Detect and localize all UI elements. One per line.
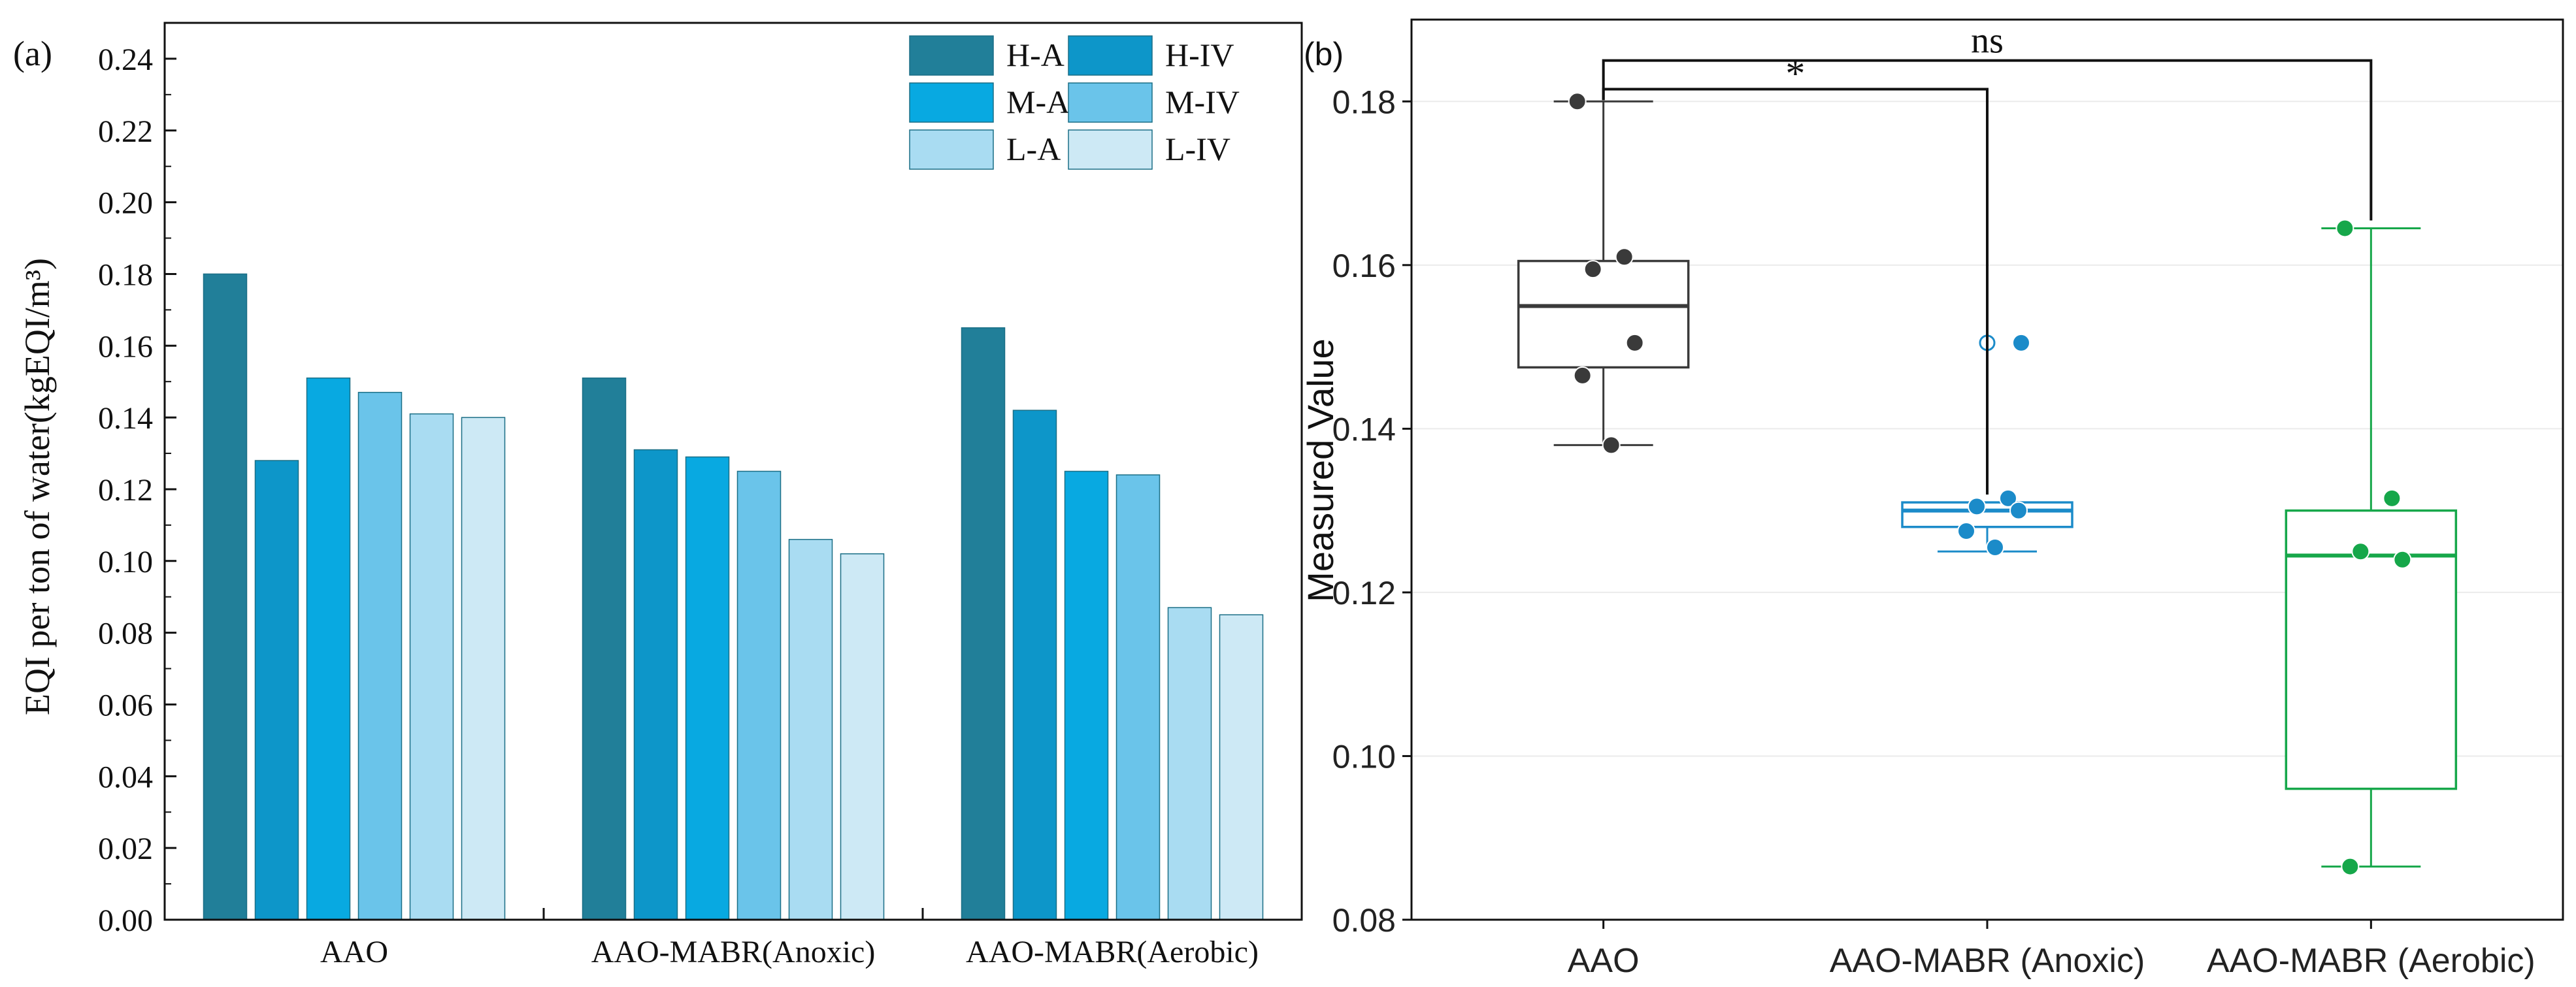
panel-a-y-tick-label: 0.06 — [98, 688, 153, 722]
panel-a-y-tick-label: 0.02 — [98, 832, 153, 866]
panel-a-y-tick-label: 0.00 — [98, 903, 153, 938]
panel-a-x-tick-label: AAO-MABR(Aerobic) — [966, 935, 1259, 969]
panel-b-y-tick-label: 0.18 — [1332, 84, 1396, 120]
panel-a-legend-swatch — [909, 82, 994, 123]
panel-b-data-point — [1625, 333, 1644, 352]
panel-a-legend-label: H-A — [1006, 37, 1065, 73]
panel-a-y-tick-label: 0.24 — [98, 42, 153, 77]
panel-b-box — [2285, 509, 2458, 790]
panel-a-bar-h-iv — [633, 449, 678, 920]
panel-b-y-tick-label: 0.10 — [1332, 738, 1396, 775]
panel-b-x-tick-label: AAO — [1568, 942, 1640, 980]
panel-a-legend-label: L-A — [1006, 131, 1061, 167]
panel-b-data-point — [2009, 501, 2028, 520]
panel-a-y-tick-label: 0.16 — [98, 329, 153, 364]
panel-b-data-point — [1583, 260, 1602, 279]
panel-a-legend-label: M-IV — [1165, 84, 1240, 120]
panel-a-y-tick-label: 0.14 — [98, 401, 153, 436]
panel-b-data-point — [1968, 497, 1986, 516]
panel-a-bar-m-a — [1064, 470, 1109, 920]
panel-a-bar-l-iv — [461, 417, 506, 920]
panel-a-legend-label: M-A — [1006, 84, 1070, 120]
panel-a-bar-l-a — [1167, 607, 1212, 920]
panel-a-bar-h-iv — [254, 460, 299, 920]
panel-a-y-tick-label: 0.08 — [98, 617, 153, 651]
panel-b-data-point — [1602, 436, 1621, 455]
panel-b-y-tick-label: 0.16 — [1332, 248, 1396, 284]
panel-a-x-tick-label: AAO-MABR(Anoxic) — [591, 935, 876, 969]
panel-b-data-point — [1615, 248, 1634, 267]
panel-a-bar-l-iv — [840, 553, 885, 920]
panel-b-significance-label: * — [1785, 52, 1805, 95]
panel-b-data-point — [1573, 366, 1592, 385]
panel-a-legend-swatch — [909, 35, 994, 76]
panel-a-y-tick-label: 0.12 — [98, 473, 153, 508]
panel-b-data-point — [2341, 857, 2360, 876]
panel-b-box — [1901, 501, 2073, 528]
panel-a-bar-h-iv — [1012, 410, 1057, 920]
panel-a-x-tick-label: AAO — [320, 935, 388, 969]
panel-a-bar-m-iv — [1115, 474, 1161, 920]
panel-b-data-point — [1999, 489, 2017, 508]
panel-a-legend-label: L-IV — [1165, 131, 1230, 167]
panel-a-y-tick-label: 0.10 — [98, 545, 153, 579]
panel-b-significance-label: ns — [1971, 21, 2004, 61]
panel-b-data-point — [2351, 542, 2370, 561]
panel-a-legend-label: H-IV — [1165, 37, 1234, 73]
panel-a-y-tick-label: 0.04 — [98, 760, 153, 794]
panel-a-label: (a) — [13, 34, 52, 73]
panel-b-data-point — [2012, 333, 2030, 352]
panel-b-label: (b) — [1304, 36, 1344, 73]
panel-b-box-plot: (b) Measured Value 0.08 0.10 0.12 0.14 0.16 0… — [1300, 18, 2564, 980]
panel-b-x-tick-label: AAO-MABR (Anoxic) — [1830, 942, 2145, 980]
panel-a-bar-l-a — [409, 413, 454, 920]
panel-a-y-tick-label: 0.20 — [98, 186, 153, 221]
panel-b-data-point — [1568, 92, 1587, 111]
panel-b-box — [1517, 259, 1690, 369]
panel-a-bar-l-iv — [1219, 614, 1264, 920]
panel-b-y-tick-label: 0.08 — [1332, 902, 1396, 939]
panel-b-data-point — [1957, 521, 1975, 540]
panel-b-y-axis-label: Measured Value — [1300, 338, 1341, 602]
panel-a-bar-l-a — [788, 539, 833, 920]
panel-a-legend: H-A H-IV M-A M-IV L-A L-IV — [909, 35, 1240, 170]
panel-a-legend-swatch — [1068, 82, 1153, 123]
panel-a-bar-chart: (a) EQI per ton of water(kgEQI/m³) 0.00 0… — [13, 22, 1303, 969]
panel-a-bar-h-a — [582, 377, 627, 920]
panel-a-bar-m-iv — [736, 470, 782, 920]
panel-b-x-tick-label: AAO-MABR (Aerobic) — [2207, 942, 2535, 980]
panel-b-data-point — [2336, 219, 2354, 238]
panel-a-legend-swatch — [1068, 129, 1153, 170]
panel-a-y-axis-label: EQI per ton of water(kgEQI/m³) — [18, 258, 57, 715]
panel-a-plot-frame — [163, 22, 1303, 921]
panel-a-bar-m-a — [685, 456, 730, 920]
panel-b-data-point — [2383, 489, 2402, 508]
panel-a-y-tick-label: 0.22 — [98, 114, 153, 149]
panel-b-data-point — [1986, 538, 2004, 557]
panel-b-data-point — [2393, 550, 2412, 569]
panel-a-legend-swatch — [1068, 35, 1153, 76]
panel-a-y-tick-label: 0.18 — [98, 257, 153, 292]
panel-b-y-tick-label: 0.12 — [1332, 575, 1396, 611]
panel-a-legend-swatch — [909, 129, 994, 170]
panel-a-bar-m-a — [306, 377, 351, 920]
panel-b-y-tick-label: 0.14 — [1332, 411, 1396, 447]
panel-a-bar-h-a — [961, 327, 1006, 920]
panel-a-bar-h-a — [203, 273, 248, 920]
panel-b-significance-bracket — [1602, 59, 2373, 221]
panel-a-bar-m-iv — [357, 391, 403, 920]
